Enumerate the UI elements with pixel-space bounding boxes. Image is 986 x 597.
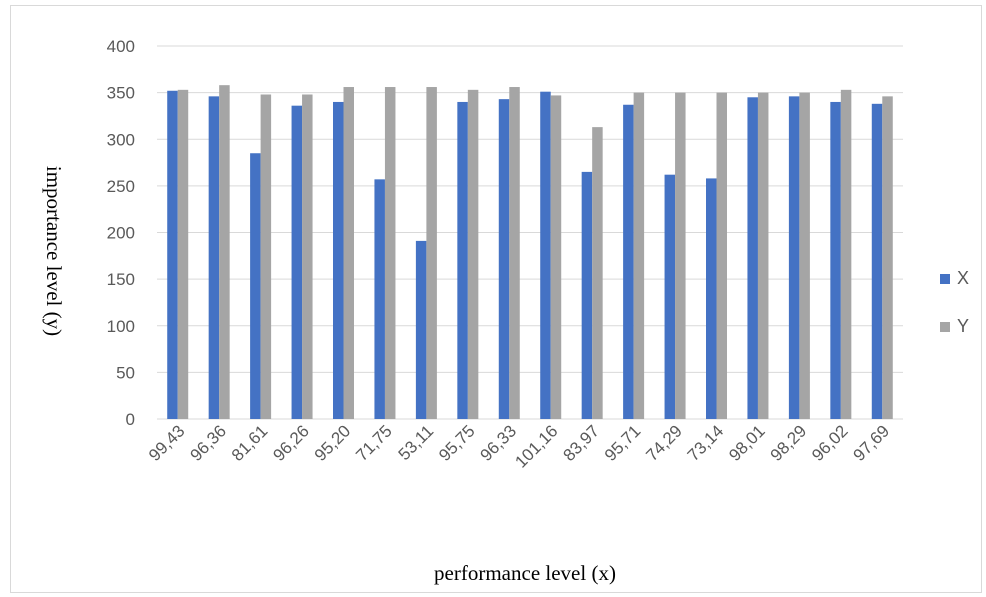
bar-y: [757, 92, 769, 419]
bar-y: [633, 92, 645, 419]
bar-y: [177, 89, 189, 419]
bar-x: [374, 179, 385, 419]
x-tick-label: 74,29: [642, 421, 686, 465]
bar-y: [550, 95, 562, 420]
x-axis-ticks: 99,4396,3681,6196,2695,2071,7553,1195,75…: [145, 421, 893, 471]
x-axis-title: performance level (x): [434, 561, 616, 585]
bar-x: [706, 178, 717, 419]
bar-y: [260, 94, 272, 420]
bar-y: [799, 92, 810, 419]
bar-y: [840, 89, 852, 419]
x-tick-label: 96,02: [808, 421, 852, 465]
bar-y: [467, 89, 479, 419]
bar-y: [384, 87, 396, 419]
bar-x: [250, 153, 261, 420]
bar-x: [830, 101, 841, 419]
legend-swatch-y: [940, 322, 950, 332]
bar-x: [581, 171, 593, 419]
x-tick-label: 98,01: [725, 421, 769, 465]
bar-x: [871, 103, 883, 419]
x-tick-label: 81,61: [228, 421, 272, 465]
bar-x: [498, 99, 510, 419]
y-tick-label: 150: [107, 270, 135, 289]
x-tick-label: 95,75: [435, 421, 479, 465]
bar-x: [415, 240, 427, 419]
y-axis-title: importance level (y): [42, 166, 66, 336]
legend-label-y: Y: [957, 316, 969, 336]
x-tick-label: 53,11: [395, 421, 438, 464]
x-tick-label: 73,14: [684, 421, 728, 465]
y-tick-label: 300: [107, 130, 135, 149]
bar-y: [882, 96, 893, 419]
bar-y: [509, 87, 520, 419]
bar-x: [333, 101, 344, 419]
chart-frame: 0 50 100 150 200 250 300 350 400 99,43 96,36 81,61…: [10, 5, 982, 593]
bar-y: [302, 94, 313, 420]
legend: XY: [940, 268, 969, 336]
y-tick-label: 0: [126, 410, 135, 429]
bar-chart: 0 50 100 150 200 250 300 350 400 99,4396,3681,61…: [42, 37, 969, 585]
y-tick-label: 250: [107, 177, 135, 196]
y-tick-label: 400: [107, 37, 135, 56]
bar-y: [426, 87, 437, 419]
bar-y: [675, 92, 686, 419]
bar-x: [291, 105, 303, 420]
x-tick-label: 101,16: [511, 421, 561, 471]
bar-y: [343, 87, 354, 419]
x-tick-label: 96,26: [269, 421, 313, 465]
y-tick-label: 100: [107, 317, 135, 336]
bar-x: [623, 104, 634, 419]
y-tick-label: 200: [107, 224, 135, 243]
x-tick-label: 71,75: [352, 421, 396, 465]
bar-x: [208, 96, 220, 419]
y-tick-label: 50: [116, 363, 135, 382]
x-tick-label: 96,36: [186, 421, 230, 465]
x-tick-label: 99,43: [145, 421, 189, 465]
bar-x: [457, 101, 468, 419]
bar-y: [716, 92, 727, 419]
bars: [167, 85, 893, 420]
x-tick-label: 97,69: [850, 421, 894, 465]
legend-swatch-x: [940, 274, 950, 284]
x-tick-label: 95,71: [601, 421, 645, 465]
y-axis-ticks: 0 50 100 150 200 250 300 350 400: [107, 37, 135, 429]
gridlines: [157, 45, 903, 420]
bar-x: [664, 174, 676, 419]
bar-x: [788, 96, 800, 419]
legend-label-x: X: [957, 268, 969, 288]
x-tick-label: 95,20: [311, 421, 355, 465]
bar-y: [219, 85, 230, 419]
x-tick-label: 83,97: [559, 421, 603, 465]
bar-y: [592, 127, 603, 419]
y-tick-label: 350: [107, 84, 135, 103]
bar-x: [747, 97, 758, 419]
x-tick-label: 98,29: [767, 421, 811, 465]
bar-x: [167, 90, 178, 419]
bar-x: [540, 91, 551, 419]
